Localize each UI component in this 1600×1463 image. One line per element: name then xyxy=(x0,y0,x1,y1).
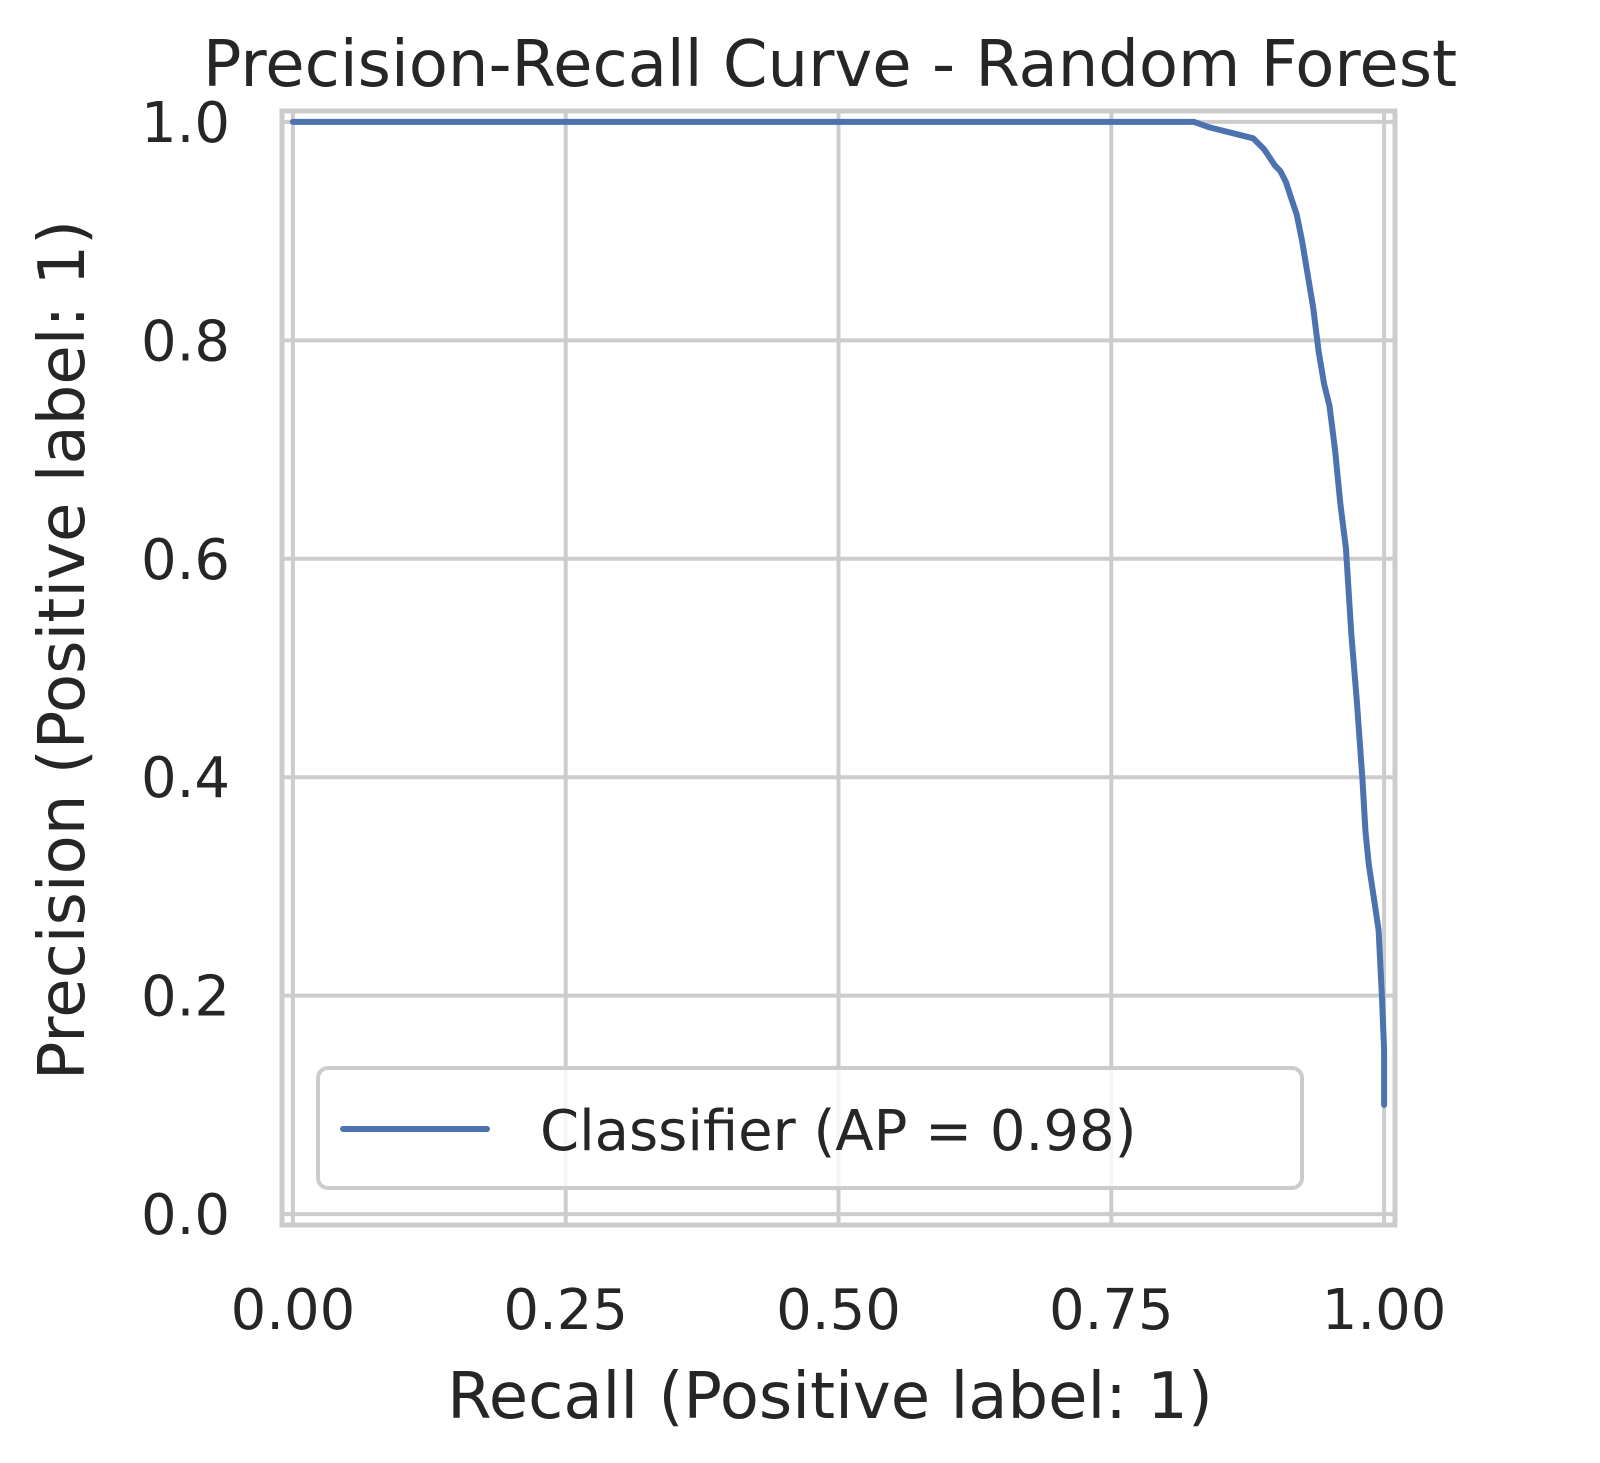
x-tick-label: 0.75 xyxy=(1049,1278,1174,1343)
legend-box xyxy=(316,1066,1304,1190)
x-tick-label: 0.50 xyxy=(776,1278,901,1343)
x-tick-label: 0.25 xyxy=(503,1278,628,1343)
y-tick-label: 0.4 xyxy=(141,746,230,811)
series-line-classifier xyxy=(289,118,1388,1108)
grid xyxy=(282,111,1395,1225)
y-tick-label: 1.0 xyxy=(141,91,230,156)
chart-title: Precision-Recall Curve - Random Forest xyxy=(203,28,1457,102)
legend: Classifier (AP = 0.98) xyxy=(316,1066,1304,1190)
series-layer xyxy=(289,118,1388,1108)
legend-entry-label: Classifier (AP = 0.98) xyxy=(540,1099,1136,1164)
x-tick-label: 0.00 xyxy=(231,1278,356,1343)
y-tick-label: 0.0 xyxy=(141,1183,230,1248)
y-tick-label: 0.2 xyxy=(141,965,230,1030)
tick-labels: 0.00 0.25 0.50 0.75 1.00 0.0 0.2 0.4 0.6 0.8 1.0 xyxy=(141,91,1446,1343)
plot-frame xyxy=(279,108,1398,1228)
y-axis-label: Precision (Positive label: 1) xyxy=(26,220,100,1080)
x-axis-label: Recall (Positive label: 1) xyxy=(447,1360,1213,1434)
y-tick-label: 0.6 xyxy=(141,528,230,593)
x-tick-label: 1.00 xyxy=(1322,1278,1447,1343)
y-tick-label: 0.8 xyxy=(141,309,230,374)
